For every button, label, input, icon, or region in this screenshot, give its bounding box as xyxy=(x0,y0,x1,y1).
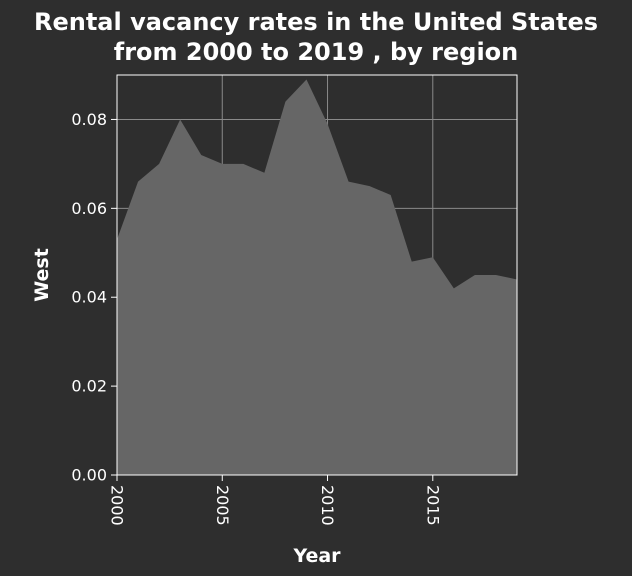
x-tick-label-2000: 2000 xyxy=(108,485,127,526)
y-tick-label-0.02: 0.02 xyxy=(71,377,107,396)
y-tick-label-0.00: 0.00 xyxy=(71,466,107,485)
x-tick-label-2015: 2015 xyxy=(423,485,442,526)
y-axis-label: West xyxy=(31,248,53,302)
chart-title-line-2: from 2000 to 2019 , by region xyxy=(114,38,519,66)
y-axis-ticks: 0.00 0.02 0.04 0.06 0.08 xyxy=(71,110,117,485)
x-axis-label: Year xyxy=(292,545,341,567)
x-tick-label-2005: 2005 xyxy=(213,485,232,526)
x-tick-label-2010: 2010 xyxy=(318,485,337,526)
x-axis-ticks: 2000 2005 2010 2015 xyxy=(108,475,442,526)
chart-title-line-1: Rental vacancy rates in the United State… xyxy=(34,8,598,36)
y-tick-label-0.06: 0.06 xyxy=(71,199,107,218)
y-tick-label-0.08: 0.08 xyxy=(71,110,107,129)
area-series xyxy=(117,79,517,475)
plot-frame xyxy=(116,74,518,476)
y-tick-label-0.04: 0.04 xyxy=(71,288,107,307)
